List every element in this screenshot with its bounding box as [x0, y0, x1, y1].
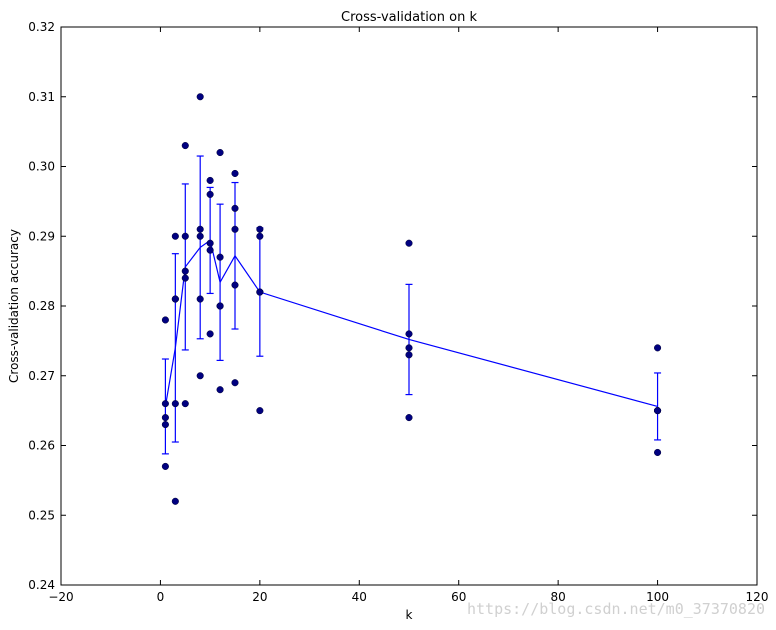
- data-point: [196, 372, 204, 380]
- data-point: [196, 225, 204, 233]
- x-tick-label: 40: [352, 590, 367, 604]
- y-axis-label: Cross-validation accuracy: [7, 229, 21, 383]
- data-point: [654, 344, 662, 352]
- data-point: [256, 288, 264, 296]
- data-point: [405, 344, 413, 352]
- data-point: [171, 232, 179, 240]
- y-tick-label: 0.26: [28, 439, 55, 453]
- data-point: [161, 400, 169, 408]
- data-point: [405, 351, 413, 359]
- x-tick-label: 80: [551, 590, 566, 604]
- data-point: [181, 400, 189, 408]
- y-tick-label: 0.28: [28, 299, 55, 313]
- data-point: [256, 225, 264, 233]
- x-tick-label: 60: [451, 590, 466, 604]
- data-point: [171, 295, 179, 303]
- x-tick-label: −20: [48, 590, 73, 604]
- data-point: [216, 302, 224, 310]
- data-point: [161, 316, 169, 324]
- data-point: [181, 267, 189, 275]
- y-tick-label: 0.30: [28, 160, 55, 174]
- data-point: [171, 497, 179, 505]
- data-point: [196, 295, 204, 303]
- data-point: [181, 142, 189, 150]
- data-point: [231, 169, 239, 178]
- data-point: [206, 190, 214, 198]
- y-tick-label: 0.29: [28, 229, 55, 243]
- data-point: [231, 281, 239, 289]
- x-axis-ticks: −20 0 20 40 60 80 100 120: [48, 27, 768, 604]
- x-tick-label: 100: [646, 590, 669, 604]
- x-tick-label: 120: [746, 590, 769, 604]
- scatter-points: [161, 93, 662, 505]
- watermark: https://blog.csdn.net/m0_37370820: [467, 600, 765, 618]
- data-point: [216, 253, 224, 261]
- data-point: [405, 239, 413, 247]
- data-point: [196, 93, 204, 101]
- data-point: [256, 232, 264, 240]
- mean-accuracy-line: [164, 239, 658, 408]
- data-point: [654, 448, 662, 457]
- chart-title: Cross-validation on k: [341, 10, 477, 25]
- data-point: [161, 421, 169, 429]
- error-bars: [161, 155, 662, 455]
- data-point: [405, 414, 413, 422]
- x-axis-label: k: [406, 608, 413, 622]
- data-point: [405, 330, 413, 338]
- y-tick-label: 0.32: [28, 20, 55, 34]
- data-point: [216, 386, 224, 394]
- x-tick-label: 0: [157, 590, 165, 604]
- data-point: [206, 330, 214, 338]
- y-tick-label: 0.25: [28, 508, 55, 522]
- data-point: [161, 414, 169, 422]
- data-point: [231, 225, 239, 233]
- y-tick-label: 0.24: [28, 578, 55, 592]
- y-tick-label: 0.27: [28, 369, 55, 383]
- data-point: [206, 239, 214, 247]
- data-point: [216, 149, 224, 157]
- data-point: [256, 407, 264, 415]
- data-point: [181, 274, 189, 282]
- data-point: [161, 462, 169, 470]
- data-point: [206, 176, 214, 184]
- data-point: [654, 407, 662, 415]
- data-point: [181, 232, 189, 240]
- x-tick-label: 20: [252, 590, 267, 604]
- data-point: [231, 379, 239, 387]
- data-point: [231, 204, 239, 212]
- data-point: [196, 232, 204, 240]
- data-point: [171, 400, 179, 408]
- data-point: [206, 246, 214, 254]
- y-axis-ticks: 0.24 0.25 0.26 0.27 0.28 0.29 0.30 0.31 0.32: [28, 20, 757, 592]
- y-tick-label: 0.31: [28, 90, 55, 104]
